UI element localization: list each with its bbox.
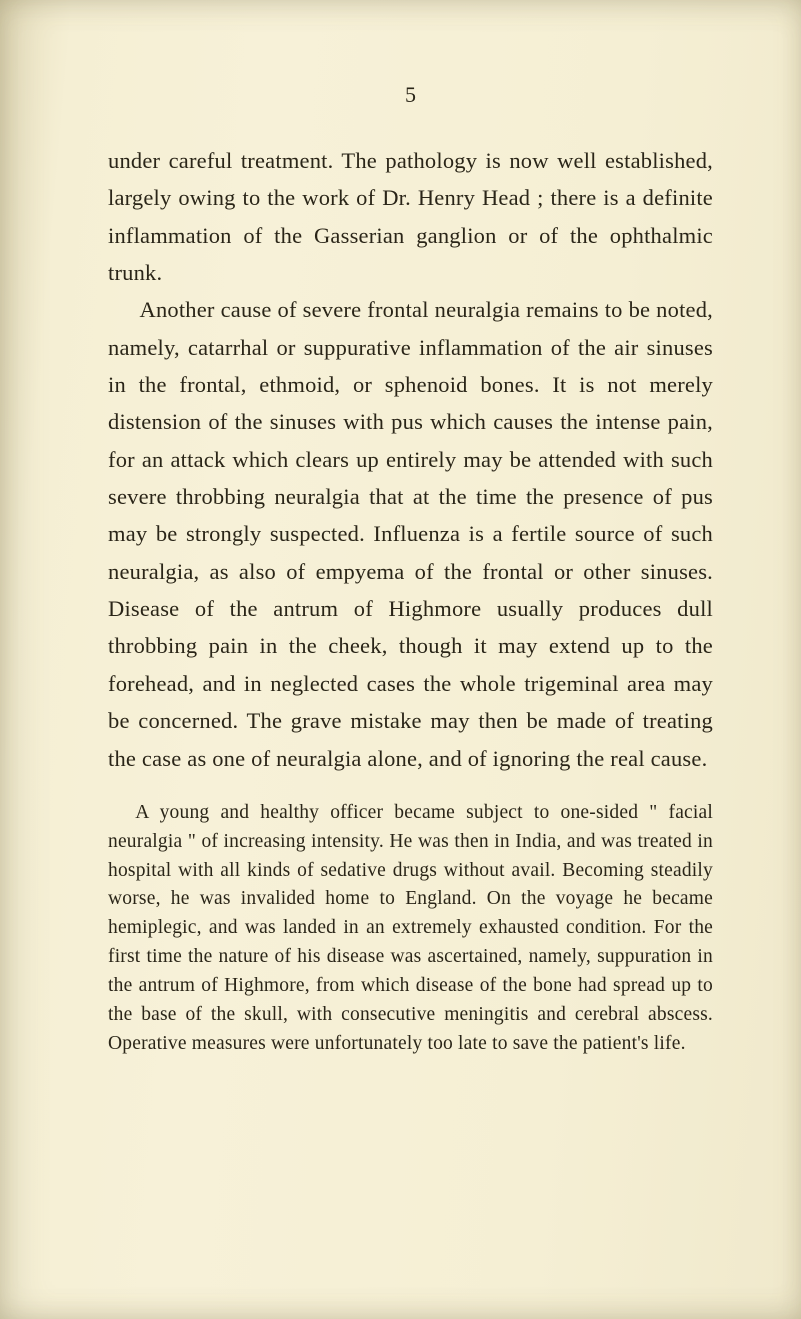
main-text-block: under careful treatment. The pathology i… [108, 142, 713, 777]
case-report-block: A young and healthy officer became subje… [108, 799, 713, 1059]
page-number: 5 [108, 82, 713, 108]
paragraph-2: Another cause of severe frontal neuralgi… [108, 291, 713, 776]
book-page: 5 under careful treatment. The pathology… [0, 0, 801, 1319]
paragraph-3: A young and healthy officer became subje… [108, 799, 713, 1059]
paragraph-1: under careful treatment. The pathology i… [108, 142, 713, 291]
